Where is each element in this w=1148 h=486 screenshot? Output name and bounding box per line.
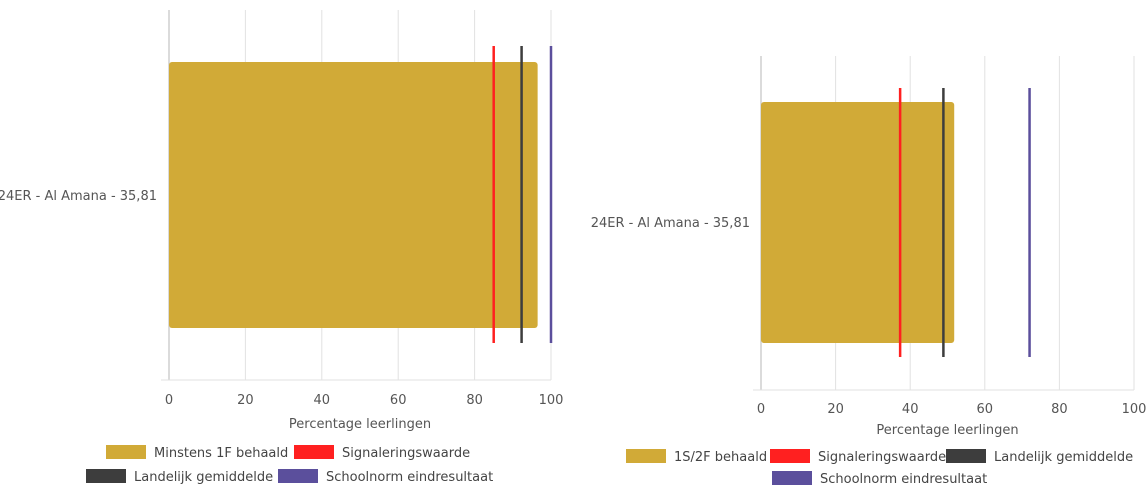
legend-swatch bbox=[626, 449, 666, 463]
category-label: 24ER - Al Amana - 35,81 bbox=[0, 189, 157, 204]
legend-label: Schoolnorm eindresultaat bbox=[820, 472, 987, 486]
chart-1s-2f: 24ER - Al Amana - 35,81 0 20 40 60 80 100 Perce… bbox=[591, 56, 1147, 486]
x-tick-label: 100 bbox=[1122, 402, 1147, 417]
legend-label: Signaleringswaarde bbox=[818, 450, 946, 465]
x-tick-label: 60 bbox=[977, 402, 994, 417]
x-tick-label: 80 bbox=[466, 393, 483, 408]
x-tick-label: 40 bbox=[902, 402, 919, 417]
x-axis-title: Percentage leerlingen bbox=[289, 417, 431, 432]
bar-0 bbox=[761, 102, 955, 343]
legend-swatch bbox=[278, 469, 318, 483]
legend-label: Minstens 1F behaald bbox=[154, 446, 288, 461]
x-tick-label: 20 bbox=[237, 393, 254, 408]
x-tick-label: 100 bbox=[539, 393, 564, 408]
x-tick-label: 0 bbox=[165, 393, 173, 408]
x-axis-title: Percentage leerlingen bbox=[876, 423, 1018, 438]
legend-swatch bbox=[946, 449, 986, 463]
bar-0 bbox=[169, 62, 538, 328]
category-label: 24ER - Al Amana - 35,81 bbox=[591, 216, 750, 231]
legend-swatch bbox=[106, 445, 146, 459]
legend-label: Landelijk gemiddelde bbox=[134, 470, 273, 485]
chart-minstens-1f: 24ER - Al Amana - 35,81 0 20 40 60 80 100 Perce… bbox=[0, 10, 564, 485]
legend-label: Landelijk gemiddelde bbox=[994, 450, 1133, 465]
legend-swatch bbox=[770, 449, 810, 463]
legend-label: Signaleringswaarde bbox=[342, 446, 470, 461]
x-tick-label: 0 bbox=[757, 402, 765, 417]
legend-swatch bbox=[772, 471, 812, 485]
legend-swatch bbox=[294, 445, 334, 459]
x-tick-label: 20 bbox=[827, 402, 844, 417]
legend-label: Schoolnorm eindresultaat bbox=[326, 470, 493, 485]
x-tick-label: 80 bbox=[1051, 402, 1068, 417]
legend-label: 1S/2F behaald bbox=[674, 450, 767, 465]
x-tick-label: 40 bbox=[314, 393, 331, 408]
legend-swatch bbox=[86, 469, 126, 483]
x-tick-label: 60 bbox=[390, 393, 407, 408]
